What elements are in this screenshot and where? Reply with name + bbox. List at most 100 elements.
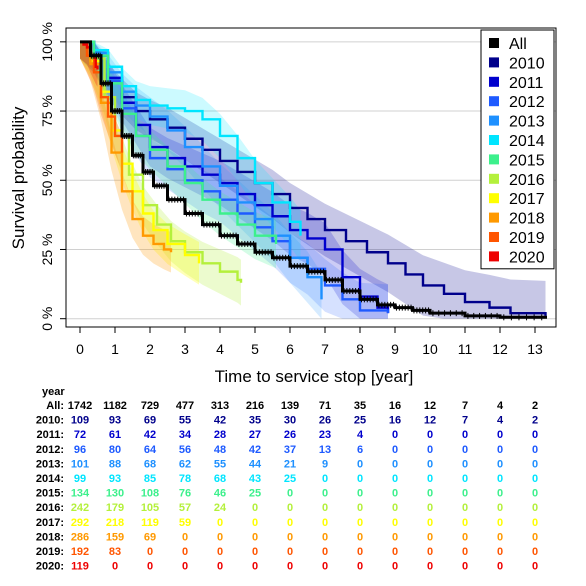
risk-value: 0 <box>462 517 468 529</box>
risk-value: 0 <box>357 473 363 485</box>
risk-value: 59 <box>179 517 191 529</box>
y-tick-label: 100 % <box>39 22 55 62</box>
y-axis-label: Survival probability <box>9 106 28 249</box>
risk-value: 61 <box>109 429 121 441</box>
risk-value: 0 <box>462 561 468 573</box>
legend-swatch-2014 <box>489 135 499 145</box>
risk-value: 0 <box>182 546 188 558</box>
x-tick-label: 6 <box>286 341 294 357</box>
risk-value: 16 <box>389 415 401 427</box>
risk-value: 0 <box>427 488 433 500</box>
risk-row-label: 2018: <box>36 531 64 543</box>
risk-value: 80 <box>109 444 121 456</box>
risk-value: 0 <box>392 561 398 573</box>
risk-value: 0 <box>392 429 398 441</box>
risk-value: 0 <box>532 517 538 529</box>
risk-value: 0 <box>427 531 433 543</box>
risk-value: 48 <box>214 444 226 456</box>
x-tick-label: 11 <box>458 341 473 357</box>
risk-value: 313 <box>211 400 229 412</box>
risk-value: 0 <box>322 473 328 485</box>
legend-swatch-2019 <box>489 232 499 242</box>
x-tick-label: 8 <box>356 341 364 357</box>
legend-swatch-2010 <box>489 57 499 68</box>
risk-value: 43 <box>249 473 261 485</box>
risk-value: 105 <box>141 502 159 514</box>
legend-swatch-2012 <box>489 96 499 107</box>
risk-value: 0 <box>357 517 363 529</box>
risk-value: 23 <box>319 429 331 441</box>
risk-value: 0 <box>497 502 503 514</box>
x-tick-label: 13 <box>527 341 543 357</box>
risk-value: 0 <box>392 473 398 485</box>
risk-value: 0 <box>357 531 363 543</box>
x-tick-label: 3 <box>181 341 189 357</box>
risk-value: 119 <box>141 517 159 529</box>
risk-value: 0 <box>252 561 258 573</box>
risk-value: 0 <box>462 502 468 514</box>
risk-value: 2 <box>532 415 538 427</box>
risk-value: 0 <box>147 546 153 558</box>
risk-value: 179 <box>106 502 124 514</box>
risk-value: 44 <box>249 458 262 470</box>
risk-value: 0 <box>497 488 503 500</box>
risk-value: 119 <box>71 561 89 573</box>
legend-label-All: All <box>509 36 527 53</box>
risk-value: 0 <box>427 561 433 573</box>
risk-value: 0 <box>532 444 538 456</box>
risk-value: 69 <box>144 531 156 543</box>
band-2011 <box>80 41 388 319</box>
risk-value: 0 <box>322 488 328 500</box>
risk-value: 0 <box>357 488 363 500</box>
risk-value: 4 <box>357 429 364 441</box>
legend-swatch-2015 <box>489 154 499 165</box>
risk-value: 286 <box>71 531 89 543</box>
risk-value: 27 <box>249 429 261 441</box>
risk-value: 30 <box>284 415 296 427</box>
risk-row-label: 2019: <box>36 546 64 558</box>
risk-value: 109 <box>71 415 89 427</box>
legend-label-2018: 2018 <box>509 211 545 228</box>
risk-value: 13 <box>319 444 331 456</box>
risk-value: 0 <box>497 473 503 485</box>
risk-value: 0 <box>252 546 258 558</box>
legend-label-2015: 2015 <box>509 152 545 169</box>
legend-label-2019: 2019 <box>509 230 545 247</box>
legend-swatch-All <box>489 38 499 48</box>
risk-value: 0 <box>532 546 538 558</box>
risk-value: 35 <box>249 415 261 427</box>
risk-value: 0 <box>217 517 223 529</box>
legend-label-2011: 2011 <box>509 75 544 92</box>
risk-value: 0 <box>427 473 433 485</box>
risk-value: 0 <box>252 517 258 529</box>
risk-value: 0 <box>287 488 293 500</box>
risk-value: 0 <box>217 546 223 558</box>
risk-value: 192 <box>71 546 89 558</box>
risk-value: 0 <box>462 531 468 543</box>
legend-swatch-2013 <box>489 115 499 126</box>
risk-row-label: All: <box>46 400 64 412</box>
risk-value: 242 <box>71 502 89 514</box>
risk-row-label: 2016: <box>36 502 64 514</box>
risk-value: 0 <box>392 488 398 500</box>
risk-value: 0 <box>322 546 328 558</box>
risk-value: 25 <box>249 488 261 500</box>
risk-value: 0 <box>427 444 433 456</box>
risk-value: 0 <box>462 429 468 441</box>
risk-value: 0 <box>357 546 363 558</box>
risk-value: 85 <box>144 473 156 485</box>
band-2012 <box>80 41 388 319</box>
risk-value: 12 <box>424 400 436 412</box>
curve-2010 <box>80 40 547 316</box>
risk-value: 0 <box>322 517 328 529</box>
risk-value: 0 <box>427 429 433 441</box>
x-tick-label: 2 <box>146 341 154 357</box>
risk-value: 0 <box>532 502 538 514</box>
risk-value: 0 <box>322 561 328 573</box>
risk-value: 0 <box>497 546 503 558</box>
risk-value: 24 <box>214 502 227 514</box>
risk-value: 0 <box>322 531 328 543</box>
x-tick-label: 4 <box>216 341 224 357</box>
risk-value: 0 <box>217 561 223 573</box>
